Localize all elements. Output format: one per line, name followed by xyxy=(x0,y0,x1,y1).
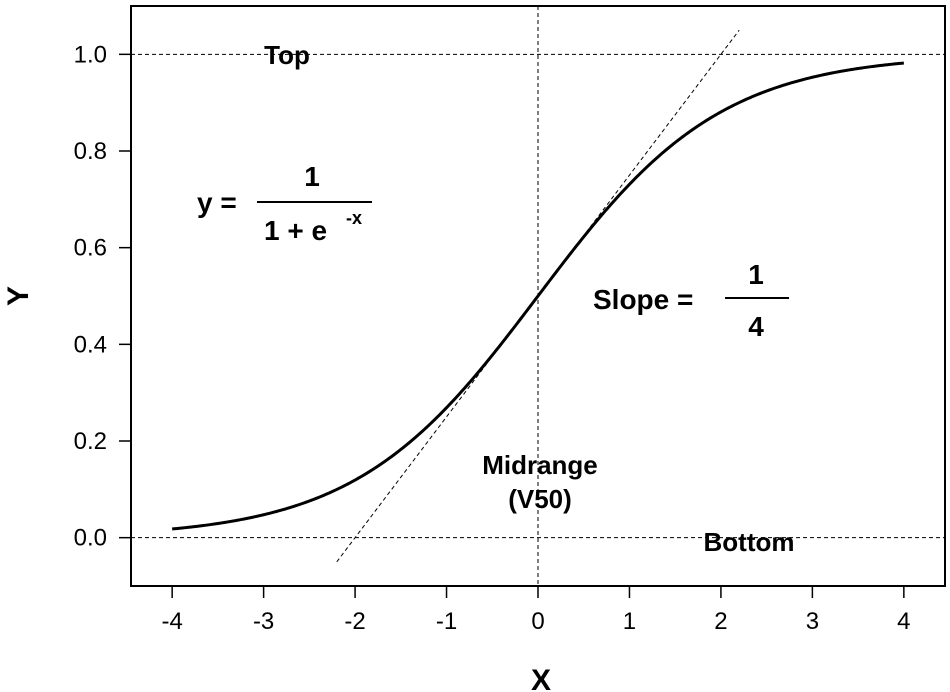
top-annotation: Top xyxy=(264,40,310,70)
slope-formula: Slope = 1 4 xyxy=(593,259,789,342)
x-tick-label: 4 xyxy=(897,608,910,635)
logistic-formula: y = 1 1 + e -x xyxy=(197,161,372,246)
x-tick-label: -3 xyxy=(253,608,274,635)
formula-numerator: 1 xyxy=(304,161,320,192)
midrange-annotation-line2: (V50) xyxy=(508,484,572,514)
x-tick-label: -2 xyxy=(344,608,365,635)
slope-numerator: 1 xyxy=(748,259,764,290)
formula-denominator: 1 + e xyxy=(264,215,327,246)
y-tick-label: 0.8 xyxy=(74,138,107,165)
y-tick-label: 0.2 xyxy=(74,428,107,455)
y-tick-label: 0.4 xyxy=(74,331,107,358)
y-axis-title: Y xyxy=(2,286,35,306)
y-tick-label: 0.0 xyxy=(74,525,107,552)
x-tick-label: -1 xyxy=(436,608,457,635)
y-tick-label: 1.0 xyxy=(74,41,107,68)
slope-denominator: 4 xyxy=(748,311,764,342)
formula-lhs: y = xyxy=(197,187,237,218)
x-tick-label: 3 xyxy=(806,608,819,635)
y-axis: 0.0 0.2 0.4 0.6 0.8 1.0 xyxy=(74,41,131,552)
midrange-annotation-line1: Midrange xyxy=(482,450,598,480)
x-axis-title: X xyxy=(531,664,551,692)
x-tick-label: 2 xyxy=(714,608,727,635)
x-tick-label: -4 xyxy=(161,608,182,635)
y-tick-label: 0.6 xyxy=(74,235,107,262)
curve-layer xyxy=(172,61,904,531)
logistic-curve-line xyxy=(172,61,904,531)
bottom-annotation: Bottom xyxy=(704,527,795,557)
x-axis: -4 -3 -2 -1 0 1 2 3 4 xyxy=(161,586,911,635)
tangent-line xyxy=(336,29,740,563)
x-tick-label: 0 xyxy=(531,608,544,635)
slope-label: Slope = xyxy=(593,284,693,315)
formula-exponent: -x xyxy=(346,208,362,228)
x-tick-label: 1 xyxy=(623,608,636,635)
